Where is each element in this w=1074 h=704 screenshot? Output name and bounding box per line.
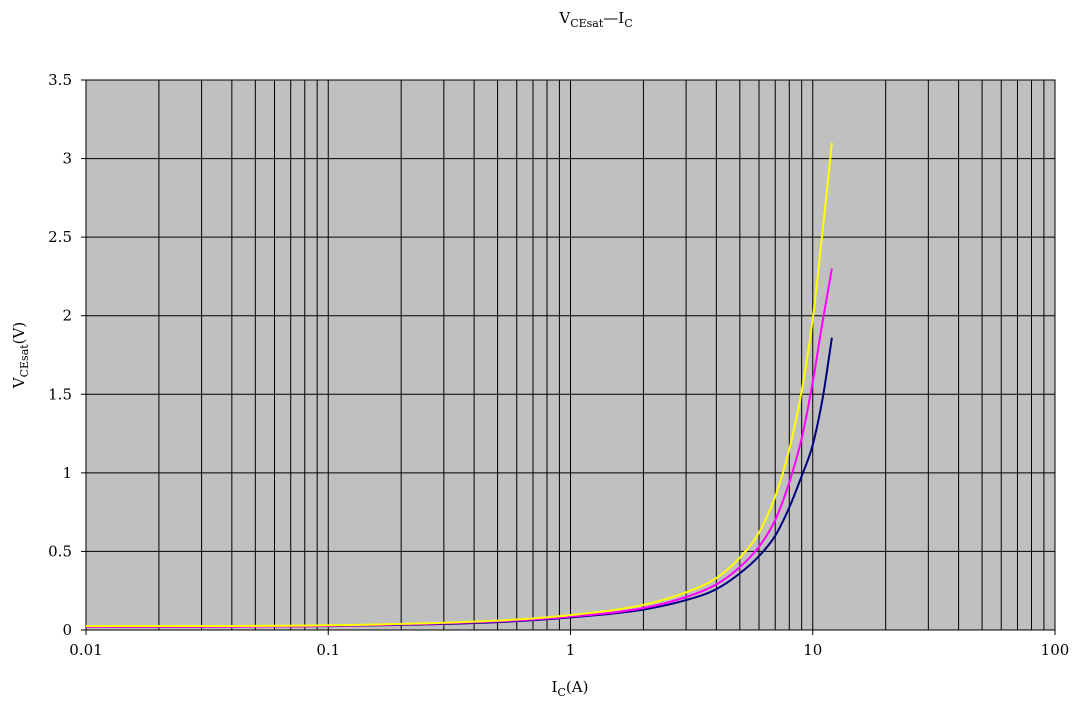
series-line-3 — [85, 142, 833, 628]
y-axis-label: VCEsat(V) — [10, 322, 31, 389]
x-tick-label: 100 — [1041, 641, 1070, 659]
chart-title: VCEsat—IC — [558, 9, 632, 30]
tick-labels: 0 0.5 1 1.5 2 2.5 3 3.5 0.01 0.1 1 10 100 — [48, 71, 1069, 659]
y-tick-label: 2.5 — [48, 228, 72, 246]
y-tick-label: 0 — [62, 621, 72, 639]
series-lines — [85, 142, 833, 628]
y-tick-label: 2 — [62, 307, 72, 325]
y-tick-label: 3 — [62, 150, 72, 168]
x-axis-label: IC(A) — [552, 678, 589, 699]
y-tick-label: 1.5 — [48, 385, 72, 403]
y-tick-label: 3.5 — [48, 71, 72, 89]
y-tick-label: 0.5 — [48, 542, 72, 560]
x-tick-label: 0.1 — [316, 641, 340, 659]
grid — [86, 80, 1055, 630]
y-tick-label: 1 — [62, 464, 72, 482]
x-tick-label: 0.01 — [69, 641, 102, 659]
x-tick-label: 10 — [803, 641, 822, 659]
x-tick-label: 1 — [566, 641, 576, 659]
